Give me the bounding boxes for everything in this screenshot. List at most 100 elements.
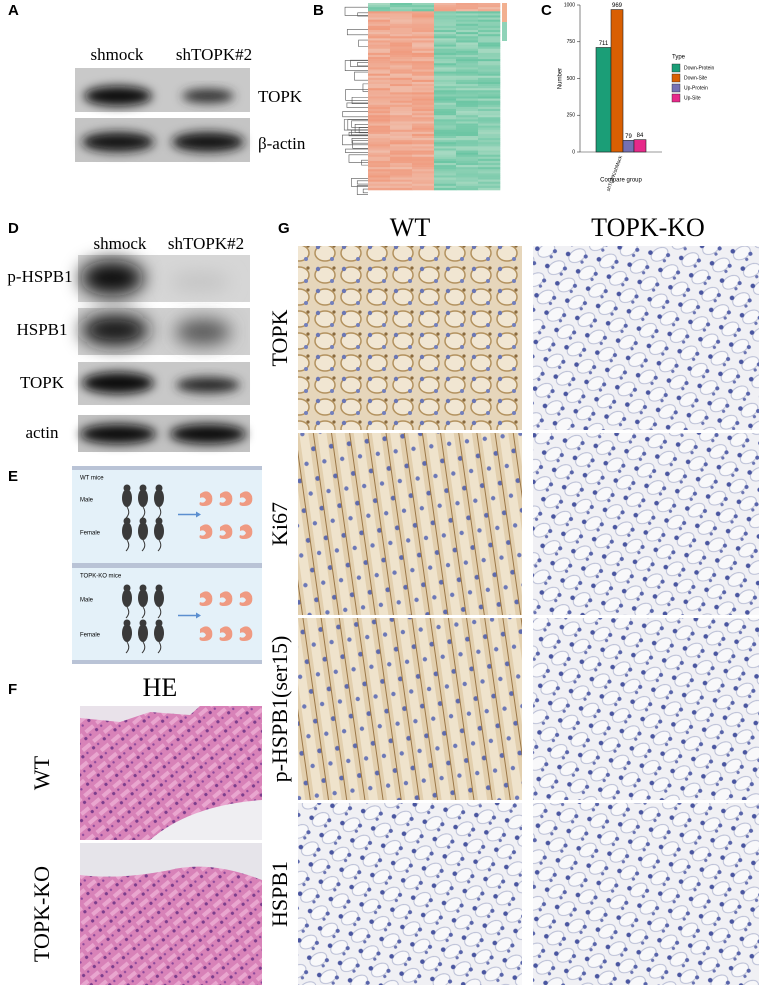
heat-cell	[390, 36, 413, 39]
heat-cell	[478, 160, 501, 164]
heat-cell	[368, 133, 391, 137]
heat-cell	[478, 111, 501, 114]
heat-cell	[434, 21, 457, 25]
mouse	[157, 606, 162, 619]
heat-cell	[478, 144, 501, 147]
heat-cell	[456, 15, 479, 18]
heat-cell	[434, 142, 457, 145]
mouse	[141, 606, 146, 619]
heat-cell	[390, 102, 413, 106]
heat-cell	[456, 113, 479, 116]
heat-cell	[368, 19, 391, 22]
heat-cell	[368, 81, 391, 85]
heat-cell	[434, 131, 457, 135]
heat-cell	[478, 21, 501, 25]
panel-label: F	[8, 681, 17, 698]
heat-cell	[456, 162, 479, 166]
stomach	[239, 491, 253, 506]
mouse	[122, 489, 132, 507]
heatmap	[342, 3, 507, 195]
value-label: 79	[625, 134, 632, 140]
heat-cell	[478, 52, 501, 56]
heat-cell	[478, 63, 501, 66]
heat-cell	[456, 5, 479, 8]
heat-cell	[478, 92, 501, 95]
heat-cell	[412, 3, 435, 6]
heat-cell	[368, 100, 391, 104]
heat-cell	[412, 54, 435, 58]
he-images	[80, 706, 262, 985]
heat-cell	[434, 57, 457, 60]
heat-cell	[478, 187, 501, 191]
dendrogram	[351, 178, 368, 187]
heat-cell	[434, 129, 457, 133]
heat-cell	[390, 3, 413, 6]
heat-cell	[478, 44, 501, 47]
arrow	[196, 511, 201, 518]
heat-cell	[456, 9, 479, 12]
heat-cell	[478, 5, 501, 8]
heat-cell	[412, 183, 435, 187]
heat-cell	[412, 113, 435, 116]
heat-cell	[478, 61, 501, 64]
heat-cell	[434, 38, 457, 41]
heat-cell	[412, 154, 435, 158]
heat-cell	[390, 32, 413, 35]
heat-cell	[478, 54, 501, 58]
heat-cell	[368, 123, 391, 126]
heat-cell	[368, 127, 391, 131]
heat-cell	[478, 106, 501, 110]
legend-swatch	[671, 83, 681, 93]
heat-cell	[412, 121, 435, 124]
heat-cell	[412, 25, 435, 29]
heat-cell	[434, 135, 457, 139]
heat-cell	[412, 156, 435, 160]
row-label: TOPK	[20, 373, 65, 392]
heat-cell	[478, 104, 501, 108]
heat-cell	[390, 135, 413, 139]
heat-cell	[368, 77, 391, 81]
heat-cell	[412, 158, 435, 162]
heat-cell	[412, 152, 435, 155]
heat-cell	[478, 59, 501, 62]
heat-cell	[368, 21, 391, 25]
panel-label: B	[313, 2, 324, 19]
heat-cell	[478, 131, 501, 135]
heat-cell	[434, 113, 457, 116]
heat-cell	[368, 86, 391, 89]
heat-cell	[412, 71, 435, 74]
heat-cell	[368, 96, 391, 99]
heat-cell	[412, 165, 435, 168]
heat-cell	[412, 167, 435, 170]
heat-cell	[412, 17, 435, 20]
heat-cell	[478, 152, 501, 155]
heat-cell	[478, 171, 501, 174]
heat-cell	[390, 19, 413, 22]
heat-cell	[390, 57, 413, 60]
heat-cell	[478, 27, 501, 31]
heat-cell	[478, 75, 501, 79]
heat-cell	[412, 61, 435, 64]
heat-cell	[368, 23, 391, 27]
legend-label: Up-Site	[684, 95, 701, 101]
heat-cell	[478, 98, 501, 101]
heat-cell	[368, 79, 391, 83]
mouse	[139, 584, 147, 592]
heat-cell	[390, 46, 413, 50]
heat-cell	[368, 5, 391, 8]
heat-cell	[434, 90, 457, 93]
heat-cell	[434, 79, 457, 83]
y-axis-label: Number	[558, 68, 564, 89]
heat-cell	[478, 17, 501, 20]
heat-cell	[456, 123, 479, 126]
heat-cell	[368, 65, 391, 68]
heat-cell	[390, 119, 413, 122]
heat-cell	[390, 146, 413, 149]
mouse	[154, 489, 164, 507]
heat-cell	[456, 84, 479, 87]
heat-cell	[478, 156, 501, 160]
row-label: p-HSPB1(ser15)	[267, 636, 292, 783]
heat-cell	[456, 148, 479, 151]
heat-cell	[434, 23, 457, 27]
heat-cell	[478, 40, 501, 43]
